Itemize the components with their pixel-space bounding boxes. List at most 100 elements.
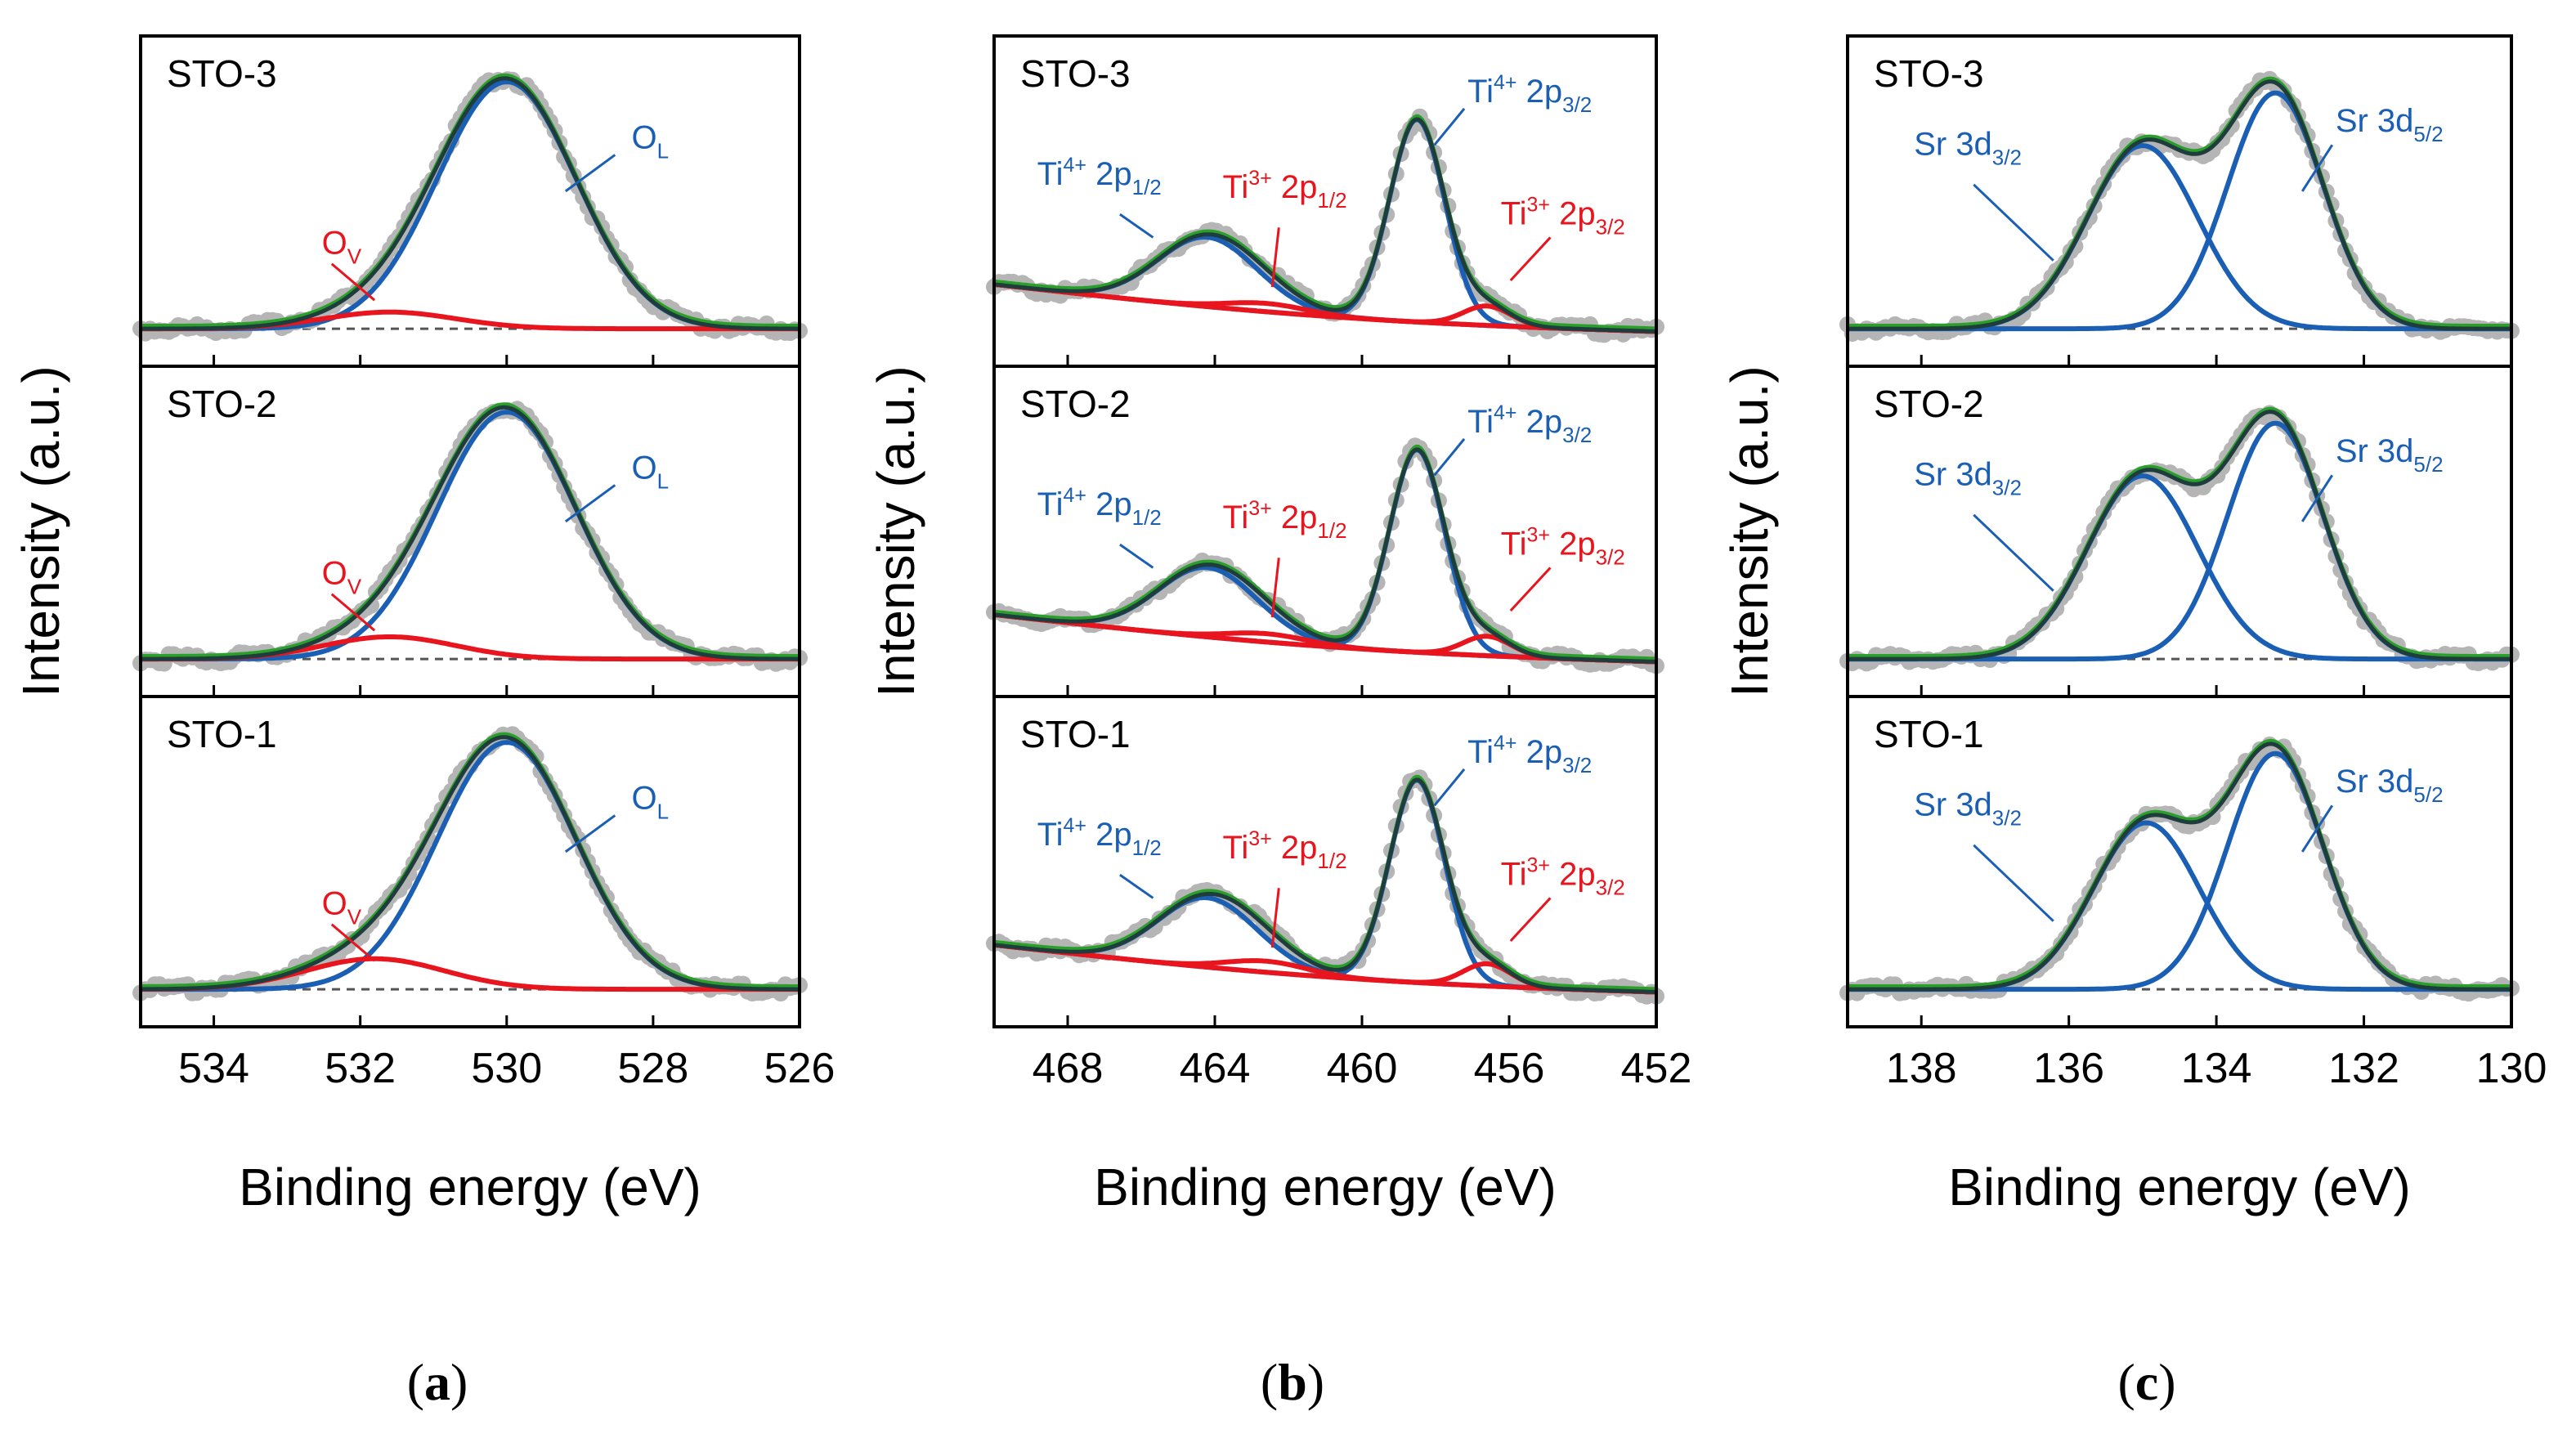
x-tick-label: 138 [1886,1045,1957,1092]
subplot-sto-2: STO-2 Ti4+ 2p3/2 Ti4+ 2p1/2 Ti3+ 2p1/2 Ti3+ … [986,365,1664,698]
annotation-label: OL [631,780,669,823]
component-sr-3d3-2 [1848,143,2511,332]
x-tick-label: 130 [2476,1045,2547,1092]
sample-label: STO-2 [167,383,277,425]
annotation-label: OV [322,226,362,269]
annotation-label: Sr 3d5/2 [2336,764,2444,807]
fit-line [1848,741,2511,992]
x-tick-label: 532 [325,1045,396,1092]
x-axis-title: Binding energy (eV) [1948,1158,2411,1216]
envelope-line [1848,406,2511,657]
annotation-label: OL [631,119,669,163]
annotation-label: Ti3+ 2p1/2 [1222,497,1346,543]
subplot-sto-1: STO-1 OL OV [132,695,808,1028]
annotation-label: Sr 3d5/2 [2336,433,2444,477]
annotation-label: Ti4+ 2p3/2 [1467,71,1592,117]
annotation-leader [1119,873,1154,899]
panel-letter: (a) [407,1353,468,1411]
sample-label: STO-2 [1020,383,1131,425]
component-sr-3d3-2 [1848,473,2511,662]
panel-a: STO-3 OL OV STO-2 OL OV STO-1 OL OV 534 532 530 528 5… [11,34,836,1411]
annotation-leader [1270,558,1280,618]
annotation-leader [1509,897,1552,942]
envelope-line [993,774,1657,991]
annotation-leader [1509,236,1552,281]
annotation-leader [330,593,376,632]
annotation-leader [564,814,616,853]
x-tick-label: 534 [178,1045,249,1092]
fit-line [993,447,1657,664]
raw-data-points [1839,405,2520,672]
raw-data-points [1839,736,2520,1002]
subplot-frame [992,695,1658,1028]
annotation-leader [1270,888,1280,948]
subplot-sto-1: STO-1 Ti4+ 2p3/2 Ti4+ 2p1/2 Ti3+ 2p1/2 Ti3+ … [986,695,1664,1028]
annotation-leader [2300,474,2334,522]
annotation-label: OL [631,450,669,493]
annotation-label: Ti4+ 2p3/2 [1467,732,1592,777]
sample-label: STO-1 [1874,713,1984,755]
y-axis-title: Intensity (a.u.) [11,365,70,697]
annotation-leader [1973,513,2054,592]
x-tick-label: 132 [2328,1045,2399,1092]
annotation-label: Ti3+ 2p3/2 [1501,193,1625,239]
subplot-sto-3: STO-3 Sr 3d5/2 Sr 3d3/2 [1839,34,2520,368]
sample-label: STO-3 [167,52,277,95]
panel-letter: (c) [2117,1353,2175,1411]
annotation-leader [564,484,616,523]
x-axis-title: Binding energy (eV) [1094,1158,1557,1216]
x-axis-title: Binding energy (eV) [239,1158,701,1216]
x-tick-label: 468 [1033,1045,1104,1092]
annotation-label: Ti4+ 2p1/2 [1037,484,1162,530]
fit-line [141,405,800,661]
panel-letter: (b) [1261,1353,1324,1411]
envelope-line [993,114,1657,330]
component-o-l [141,410,800,662]
sample-label: STO-3 [1020,52,1131,95]
annotation-label: OV [322,556,362,599]
annotation-leader [1973,844,2054,922]
subplot-sto-2: STO-2 Sr 3d5/2 Sr 3d3/2 [1839,365,2520,698]
sample-label: STO-1 [167,713,277,755]
panel-b: STO-3 Ti4+ 2p3/2 Ti4+ 2p1/2 Ti3+ 2p1/2 Ti3+ … [867,34,1691,1411]
annotation-label: Ti3+ 2p3/2 [1501,523,1625,569]
annotation-leader [1119,543,1154,569]
annotation-label: Ti3+ 2p1/2 [1222,827,1346,873]
sample-label: STO-3 [1874,52,1984,95]
annotation-label: Ti3+ 2p1/2 [1222,167,1346,213]
subplot-frame [1846,695,2513,1028]
envelope-line [1848,738,2511,988]
annotation-leader [1433,107,1466,146]
fit-line [1848,410,2511,661]
subplot-sto-3: STO-3 OL OV [132,34,808,368]
fit-line [141,735,800,992]
subplot-sto-3: STO-3 Ti4+ 2p3/2 Ti4+ 2p1/2 Ti3+ 2p1/2 Ti3+ … [986,34,1664,368]
x-tick-label: 456 [1474,1045,1545,1092]
envelope-line [993,444,1657,661]
component-o-l [141,740,800,992]
annotation-label: Sr 3d3/2 [1914,786,2022,830]
x-tick-label: 464 [1180,1045,1251,1092]
sample-label: STO-2 [1874,383,1984,425]
subplot-sto-1: STO-1 Sr 3d5/2 Sr 3d3/2 [1839,695,2520,1028]
x-tick-label: 526 [764,1045,836,1092]
raw-data-points [1839,70,2520,342]
annotation-leader [330,262,376,302]
subplot-sto-2: STO-2 OL OV [132,365,808,698]
annotation-label: Ti4+ 2p1/2 [1037,154,1162,199]
fit-line [993,777,1657,994]
x-tick-label: 530 [471,1045,542,1092]
annotation-leader [1433,437,1466,477]
annotation-leader [1433,768,1466,807]
annotation-label: Ti4+ 2p3/2 [1467,401,1592,447]
y-axis-title: Intensity (a.u.) [1720,365,1779,697]
annotation-leader [1119,213,1154,239]
annotation-leader [1973,183,2054,262]
envelope-line [1848,76,2511,327]
annotation-leader [2300,804,2334,853]
annotation-label: Sr 3d3/2 [1914,456,2022,500]
fit-line [141,76,800,331]
panel-c: STO-3 Sr 3d5/2 Sr 3d3/2 STO-2 Sr 3d5/2 Sr 3d3… [1720,34,2547,1411]
component-o-l [141,79,800,332]
